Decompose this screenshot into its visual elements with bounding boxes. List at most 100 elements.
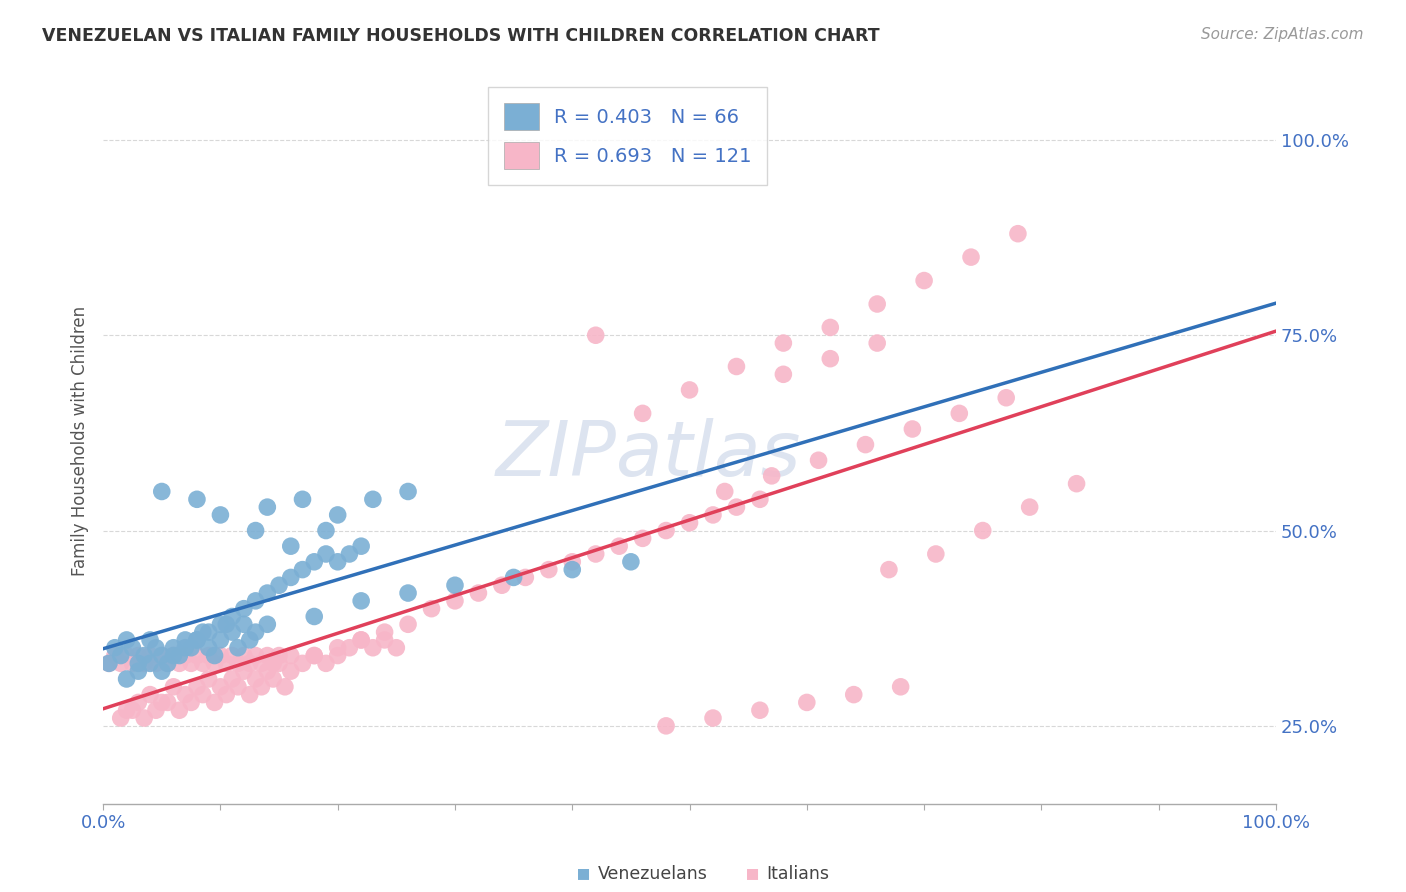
Point <box>180 640 202 655</box>
Point <box>467 586 489 600</box>
Point <box>226 657 249 671</box>
Point <box>267 578 290 592</box>
Point <box>134 648 156 663</box>
Point <box>374 625 396 640</box>
Point <box>127 664 149 678</box>
Point <box>209 680 232 694</box>
Point <box>960 250 983 264</box>
Point <box>186 680 208 694</box>
Point <box>204 695 226 709</box>
Point <box>725 500 748 515</box>
Point <box>772 368 794 382</box>
Point <box>209 617 232 632</box>
Point <box>620 555 643 569</box>
Point <box>209 648 232 663</box>
Point <box>1007 227 1029 241</box>
Point <box>607 539 630 553</box>
Point <box>150 695 173 709</box>
Point <box>948 406 970 420</box>
Point <box>150 648 173 663</box>
Point <box>702 508 724 522</box>
Point <box>339 547 361 561</box>
Point <box>280 539 302 553</box>
Point <box>162 680 184 694</box>
Point <box>245 594 267 608</box>
Point <box>250 657 273 671</box>
Point <box>291 657 314 671</box>
Point <box>585 547 607 561</box>
Point <box>127 695 149 709</box>
Point <box>256 500 278 515</box>
Point <box>820 320 842 334</box>
Point <box>420 601 443 615</box>
Point <box>180 657 202 671</box>
Point <box>807 453 830 467</box>
Point <box>221 672 243 686</box>
Point <box>339 640 361 655</box>
Point <box>139 657 162 671</box>
Point <box>156 657 179 671</box>
Point <box>396 586 419 600</box>
Point <box>772 336 794 351</box>
Point <box>98 657 121 671</box>
Point <box>361 492 384 507</box>
Point <box>115 703 138 717</box>
Point <box>995 391 1018 405</box>
Point <box>174 640 197 655</box>
Point <box>267 648 290 663</box>
Point <box>972 524 994 538</box>
Point <box>232 617 254 632</box>
Point <box>110 657 132 671</box>
Point <box>180 695 202 709</box>
Point <box>702 711 724 725</box>
Point <box>280 664 302 678</box>
Point <box>139 688 162 702</box>
Point <box>350 594 373 608</box>
Point <box>1018 500 1040 515</box>
Point <box>350 632 373 647</box>
Point <box>585 328 607 343</box>
Point <box>274 680 297 694</box>
Point <box>245 625 267 640</box>
Point <box>302 609 325 624</box>
Point <box>145 657 167 671</box>
Point <box>204 657 226 671</box>
Point <box>150 648 173 663</box>
Point <box>121 703 143 717</box>
Point <box>215 657 238 671</box>
Point <box>256 664 278 678</box>
Point <box>796 695 818 709</box>
Point <box>174 688 197 702</box>
Point <box>215 688 238 702</box>
Point <box>191 625 214 640</box>
Point <box>262 657 284 671</box>
Point <box>169 657 191 671</box>
Point <box>561 555 583 569</box>
Point <box>191 688 214 702</box>
Point <box>150 484 173 499</box>
Point <box>169 703 191 717</box>
Point <box>1066 476 1088 491</box>
Point <box>713 484 735 499</box>
Point <box>245 524 267 538</box>
Point <box>169 648 191 663</box>
Point <box>232 664 254 678</box>
Text: Venezuelans: Venezuelans <box>598 865 707 883</box>
Point <box>725 359 748 374</box>
Point <box>156 657 179 671</box>
Point <box>134 657 156 671</box>
Point <box>115 648 138 663</box>
Point <box>291 563 314 577</box>
Point <box>221 625 243 640</box>
Point <box>197 625 219 640</box>
Point <box>127 648 149 663</box>
Point <box>280 648 302 663</box>
Point <box>174 632 197 647</box>
Y-axis label: Family Households with Children: Family Households with Children <box>72 306 89 575</box>
Point <box>115 632 138 647</box>
Point <box>315 657 337 671</box>
Text: VENEZUELAN VS ITALIAN FAMILY HOUSEHOLDS WITH CHILDREN CORRELATION CHART: VENEZUELAN VS ITALIAN FAMILY HOUSEHOLDS … <box>42 27 880 45</box>
Point <box>162 648 184 663</box>
Point <box>115 672 138 686</box>
Point <box>156 695 179 709</box>
